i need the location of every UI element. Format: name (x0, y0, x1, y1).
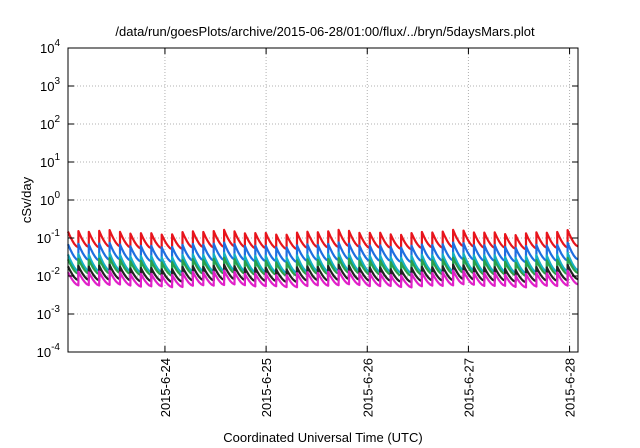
x-tick-label: 2015-6-26 (360, 358, 375, 417)
x-axis: 2015-6-24 2015-6-25 2015-6-26 2015-6-27 2015… (158, 48, 578, 417)
series-line (66, 228, 579, 251)
y-tick-label: 101 (40, 152, 60, 170)
grid (68, 48, 578, 352)
y-tick-label: 104 (40, 38, 60, 56)
y-tick-label: 10-3 (37, 304, 61, 322)
x-tick-label: 2015-6-25 (259, 358, 274, 417)
y-tick-label: 10-2 (37, 266, 61, 284)
series-line (66, 251, 579, 275)
y-tick-label: 103 (40, 76, 60, 94)
y-tick-label: 102 (40, 114, 60, 132)
series-group (66, 228, 579, 289)
x-tick-label: 2015-6-27 (461, 358, 476, 417)
y-tick-label: 10-4 (37, 342, 61, 360)
y-tick-label: 100 (40, 190, 60, 208)
x-tick-label: 2015-6-28 (563, 358, 578, 417)
series-line (67, 269, 579, 289)
y-axis: 10-4 10-3 10-2 10-1 100 101 102 103 104 (37, 38, 578, 360)
chart-title: /data/run/goesPlots/archive/2015-06-28/0… (115, 24, 535, 39)
series-line (67, 256, 579, 278)
series-line (66, 241, 579, 264)
x-tick-label: 2015-6-24 (158, 358, 173, 417)
series-line (67, 263, 579, 284)
y-axis-label: cSv/day (19, 176, 34, 223)
x-axis-label: Coordinated Universal Time (UTC) (223, 430, 422, 445)
y-tick-label: 10-1 (37, 228, 61, 246)
